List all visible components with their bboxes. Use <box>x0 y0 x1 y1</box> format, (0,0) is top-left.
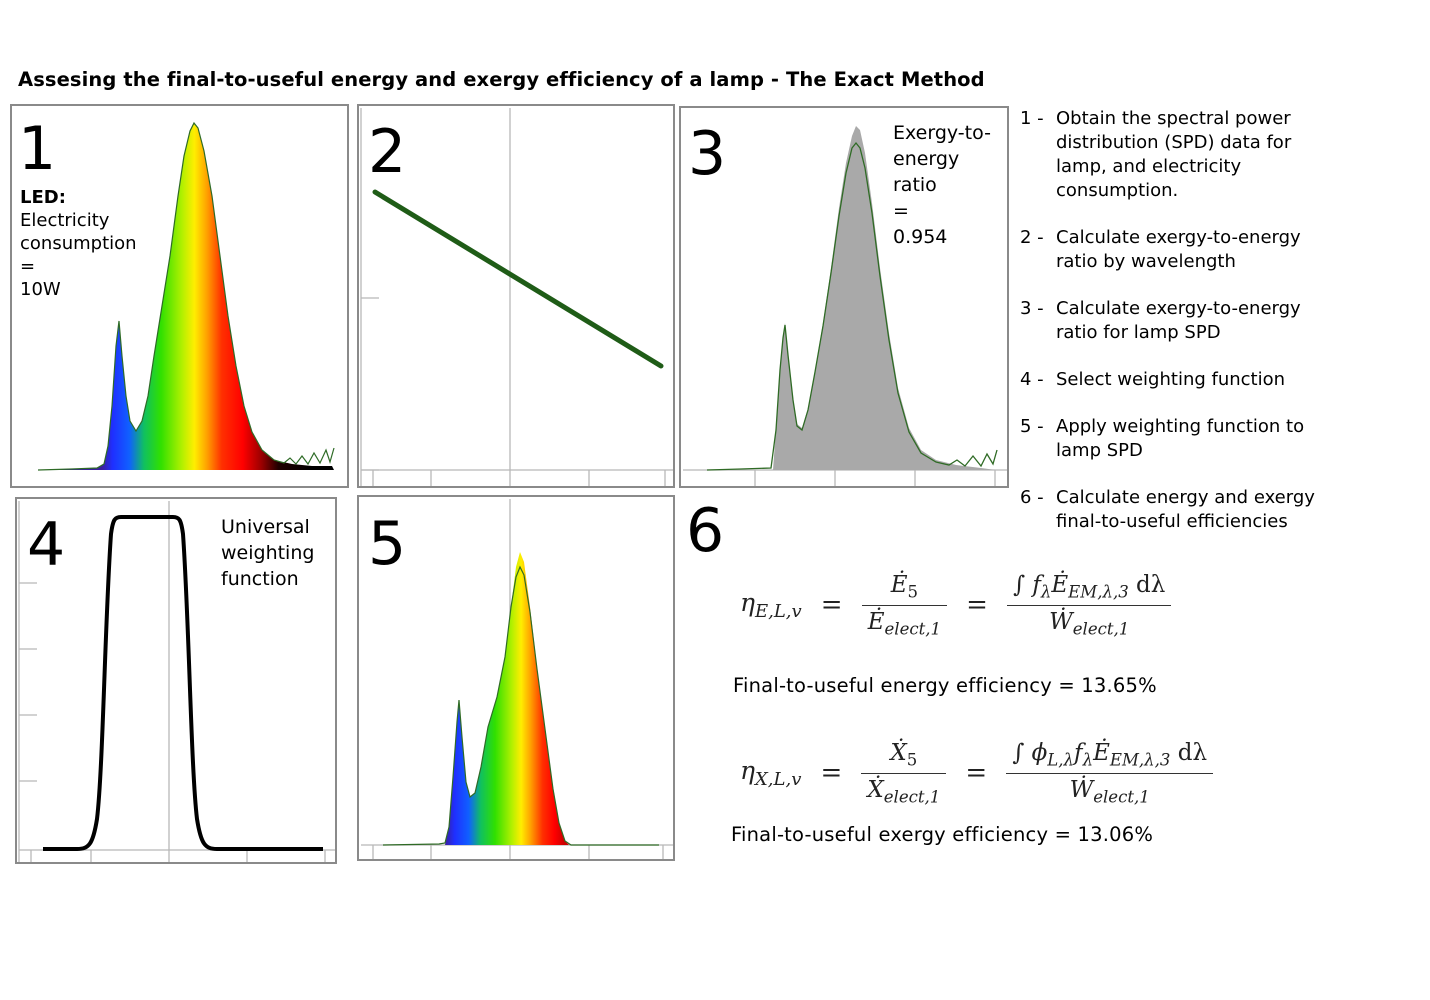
step-text: Calculate exergy-to-energy ratio by wave… <box>1056 227 1301 272</box>
exergy-efficiency-equation: ηX,L,v = Ẋ5 Ẋelect,1 = ∫ ϕL,λfλĖEM,λ,3 d… <box>740 740 1214 806</box>
step-number: 6 - <box>1020 487 1044 508</box>
step-number: 3 - <box>1020 298 1044 319</box>
step-text: Select weighting function <box>1056 369 1286 390</box>
weighting-curve <box>43 515 323 851</box>
method-steps-list: 1 - Obtain the spectral power distributi… <box>1020 107 1420 557</box>
panel-number: 5 <box>368 509 407 579</box>
weighting-function-label: weighting <box>221 542 315 564</box>
step-item: 2 - Calculate exergy-to-energy ratio by … <box>1020 226 1420 274</box>
step-number: 1 - <box>1020 108 1044 129</box>
led-spd-chart <box>37 121 335 471</box>
led-label: LED: <box>20 187 66 208</box>
equals-sign: = <box>20 256 36 277</box>
step-item: 1 - Obtain the spectral power distributi… <box>1020 107 1420 203</box>
exergy-to-energy-value: 0.954 <box>893 226 948 248</box>
step-number: 5 - <box>1020 416 1044 437</box>
panel-5-weighted-spd: 5 <box>357 495 675 861</box>
panel-number: 3 <box>688 119 727 189</box>
exergy-ratio-line <box>372 189 664 369</box>
weighted-spd-chart <box>361 499 673 859</box>
lamp-spd-grey-chart <box>683 126 1007 486</box>
exergy-to-energy-label: Exergy-to- <box>893 122 991 144</box>
step-item: 6 - Calculate energy and exergy final-to… <box>1020 486 1420 534</box>
step-text: Calculate energy and exergy final-to-use… <box>1056 487 1315 532</box>
exergy-to-energy-label: ratio <box>893 174 937 196</box>
electricity-consumption-label: Electricity <box>20 210 110 231</box>
step-text: Apply weighting function to lamp SPD <box>1056 416 1305 461</box>
panel-number: 6 <box>686 496 725 566</box>
step-item: 5 - Apply weighting function to lamp SPD <box>1020 415 1420 463</box>
weighting-function-label: Universal <box>221 516 310 538</box>
panel-3-lamp-spd-exergy: 3 Exergy-to- energy ratio = 0.954 <box>679 106 1009 488</box>
panel-1-led-spd: 1 LED: Electricity consumption = 10W <box>10 104 349 488</box>
weighting-function-chart <box>18 501 335 862</box>
step-item: 4 - Select weighting function <box>1020 368 1420 392</box>
step-text: Calculate exergy-to-energy ratio for lam… <box>1056 298 1301 343</box>
equals-sign: = <box>893 200 909 222</box>
step-item: 3 - Calculate exergy-to-energy ratio for… <box>1020 297 1420 345</box>
panel-number: 2 <box>368 117 407 187</box>
panel-2-exergy-ratio-by-wavelength: 2 <box>357 104 675 488</box>
electricity-consumption-value: 10W <box>20 279 61 300</box>
step-number: 2 - <box>1020 227 1044 248</box>
exergy-to-energy-label: energy <box>893 148 960 170</box>
panel-number: 1 <box>18 114 57 184</box>
electricity-consumption-label: consumption <box>20 233 137 254</box>
energy-efficiency-equation: ηE,L,v = Ė5 Ėelect,1 = ∫ fλĖEM,λ,3 dλ Ẇe… <box>740 572 1172 638</box>
weighting-function-label: function <box>221 568 299 590</box>
panel-4-weighting-function: 4 Universal weighting function <box>15 497 337 864</box>
step-text: Obtain the spectral power distribution (… <box>1056 108 1292 201</box>
exergy-efficiency-result: Final-to-useful exergy efficiency = 13.0… <box>731 823 1154 846</box>
panel-number: 4 <box>27 510 66 580</box>
exergy-ratio-line-chart <box>360 108 673 486</box>
step-number: 4 - <box>1020 369 1044 390</box>
energy-efficiency-result: Final-to-useful energy efficiency = 13.6… <box>733 674 1157 697</box>
page-title: Assesing the final-to-useful energy and … <box>18 68 985 91</box>
